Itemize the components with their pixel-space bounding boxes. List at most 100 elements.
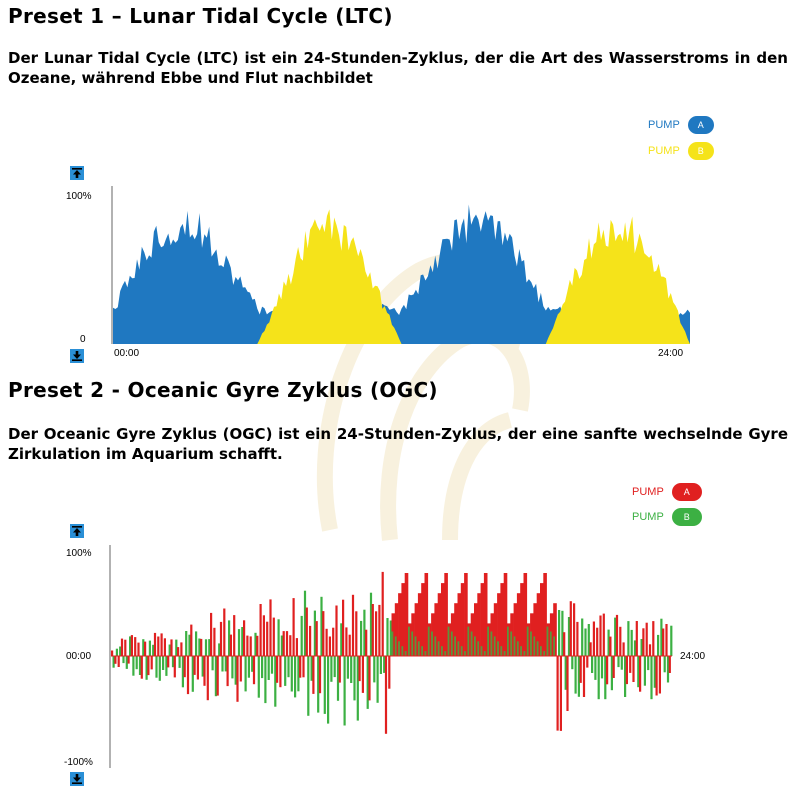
bar-pump-a — [437, 593, 442, 656]
bar-pump-b — [600, 656, 604, 679]
bar-pump-a — [619, 626, 622, 656]
bar-pump-b — [584, 628, 587, 656]
bar-pump-a — [431, 613, 435, 656]
bar-pump-a — [302, 656, 305, 678]
bar-pump-a — [632, 656, 635, 682]
bar-pump-b — [171, 656, 175, 668]
bar-pump-b — [398, 641, 400, 656]
bar-pump-b — [503, 651, 506, 656]
bar-pump-b — [135, 656, 138, 670]
bar-pump-b — [470, 631, 473, 656]
bar-pump-b — [627, 621, 630, 656]
bar-pump-b — [353, 656, 356, 701]
bar-pump-b — [464, 651, 466, 656]
bar-pump-b — [148, 640, 151, 656]
bar-pump-a — [639, 656, 642, 692]
bar-pump-b — [251, 656, 254, 672]
bar-pump-a — [394, 603, 399, 656]
bar-pump-b — [640, 639, 643, 656]
bar-pump-b — [201, 656, 204, 677]
bar-pump-b — [369, 592, 373, 656]
bar-pump-a — [648, 644, 652, 656]
bar-pump-a — [147, 656, 150, 676]
bar-pump-a — [441, 583, 445, 656]
bar-pump-b — [421, 646, 423, 656]
bar-pump-a — [497, 593, 501, 656]
bar-pump-a — [144, 641, 147, 656]
bar-pump-b — [277, 619, 280, 656]
bar-pump-b — [214, 656, 217, 697]
bar-pump-b — [610, 656, 613, 691]
bar-pump-b — [330, 656, 333, 682]
bar-pump-b — [653, 656, 656, 688]
bar-pump-a — [398, 593, 402, 656]
bar-pump-b — [604, 656, 607, 700]
bar-pump-a — [213, 627, 216, 656]
bar-pump-b — [195, 631, 198, 656]
preset2-title: Preset 2 - Oceanic Gyre Zyklus (OGC) — [8, 378, 438, 402]
legend-label: PUMP — [632, 511, 664, 523]
bar-pump-b — [224, 656, 227, 672]
bar-pump-a — [368, 656, 371, 701]
bar-pump-b — [414, 636, 417, 656]
bar-pump-a — [153, 632, 157, 656]
scale-down-button[interactable] — [70, 349, 84, 363]
bar-pump-a — [348, 634, 351, 656]
bar-pump-a — [193, 656, 196, 675]
bar-pump-a — [388, 656, 391, 689]
bar-pump-b — [360, 620, 363, 656]
bar-pump-b — [386, 618, 389, 656]
bar-pump-a — [424, 573, 429, 656]
series-area-pump-b — [113, 209, 690, 344]
bar-pump-b — [660, 618, 663, 656]
bar-pump-a — [576, 621, 579, 656]
bar-pump-a — [556, 656, 559, 731]
bar-pump-a — [249, 636, 252, 656]
bar-pump-b — [211, 656, 214, 671]
bar-pump-b — [467, 626, 470, 656]
bar-pump-a — [190, 624, 193, 656]
scale-down-button[interactable] — [70, 772, 84, 786]
bar-pump-a — [243, 620, 246, 656]
bar-pump-b — [411, 631, 414, 656]
bar-pump-b — [208, 639, 211, 656]
bar-pump-a — [612, 656, 615, 678]
bar-pump-b — [497, 641, 499, 656]
bar-pump-a — [305, 607, 308, 656]
bar-pump-b — [549, 631, 552, 656]
bar-pump-a — [573, 603, 576, 656]
bar-pump-b — [480, 646, 483, 656]
bar-pump-a — [477, 593, 481, 656]
bar-pump-a — [566, 656, 569, 711]
bar-pump-a — [173, 656, 176, 678]
bar-pump-b — [523, 651, 526, 656]
bar-pump-b — [536, 641, 539, 656]
bar-pump-b — [454, 636, 456, 656]
bar-pump-a — [358, 656, 361, 682]
bar-pump-a — [338, 656, 341, 683]
scale-up-button[interactable] — [70, 166, 84, 180]
bar-pump-a — [322, 611, 325, 656]
scale-up-button[interactable] — [70, 524, 84, 538]
bar-pump-b — [437, 641, 440, 656]
bar-pump-b — [297, 656, 300, 692]
bar-pump-b — [614, 617, 617, 656]
bar-pump-b — [444, 651, 447, 656]
bar-pump-a — [579, 656, 582, 683]
bar-pump-a — [351, 594, 355, 656]
bar-pump-a — [236, 656, 239, 702]
bar-pump-b — [165, 656, 168, 676]
bar-pump-a — [589, 642, 592, 656]
legend-label: PUMP — [648, 145, 680, 157]
bar-pump-b — [300, 615, 303, 656]
legend-badge: B — [687, 142, 714, 160]
bar-pump-b — [257, 656, 260, 698]
ogc-chart-marks — [111, 571, 673, 734]
bar-pump-a — [467, 623, 471, 656]
bar-pump-b — [591, 656, 594, 673]
bar-pump-a — [454, 603, 458, 656]
bar-pump-b — [487, 626, 489, 656]
bar-pump-b — [574, 656, 577, 694]
bar-pump-b — [181, 656, 184, 688]
